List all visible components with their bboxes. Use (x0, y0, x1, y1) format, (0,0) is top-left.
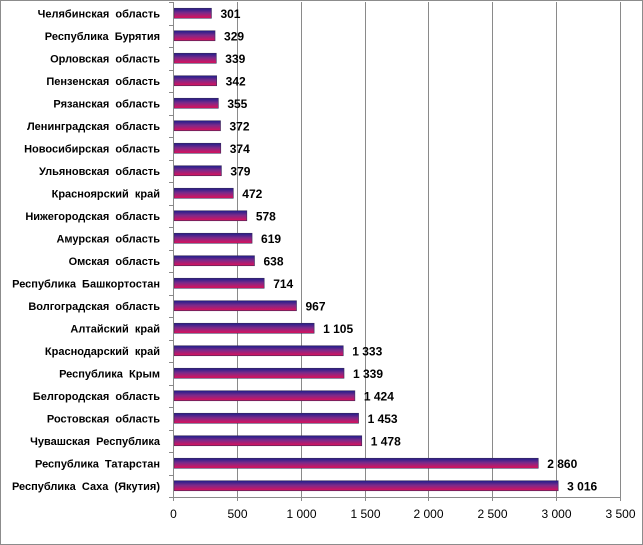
x-tick-label: 0 (170, 507, 177, 521)
bar (173, 390, 356, 402)
value-label: 1 339 (353, 367, 383, 381)
category-label: Омская область (69, 256, 161, 268)
category-label: Алтайский край (70, 323, 160, 335)
value-label: 472 (242, 187, 262, 201)
value-label: 379 (230, 164, 250, 178)
category-label: Волгоградская область (28, 301, 160, 313)
bar (173, 345, 344, 357)
category-label: Амурская область (56, 233, 160, 245)
category-label: Краснодарский край (45, 346, 160, 358)
x-tick-label: 2 500 (477, 507, 507, 521)
bar (173, 165, 222, 177)
x-tick-label: 1 500 (350, 507, 380, 521)
labels: 0 500 1 000 1 500 2 000 2 500 3 000 3 500 Челяби… (12, 7, 636, 521)
value-label: 355 (227, 97, 247, 111)
value-label: 329 (224, 29, 244, 43)
category-label: Республика Бурятия (45, 31, 160, 43)
bar (173, 120, 221, 132)
category-label: Ульяновская область (39, 166, 160, 178)
value-label: 339 (225, 52, 245, 66)
category-label: Орловская область (50, 53, 160, 65)
value-label: 301 (220, 7, 240, 21)
category-label: Чувашская Республика (30, 436, 161, 448)
bar (173, 75, 217, 87)
x-tick-label: 1 000 (286, 507, 316, 521)
bar (173, 277, 265, 289)
bar (173, 367, 345, 379)
x-tick-label: 3 500 (605, 507, 635, 521)
value-label: 967 (305, 299, 325, 313)
x-tick-label: 500 (227, 507, 247, 521)
bar (173, 435, 363, 447)
value-label: 1 453 (368, 412, 398, 426)
value-label: 342 (226, 74, 246, 88)
category-label: Новосибирская область (24, 143, 160, 155)
bar (173, 232, 253, 244)
category-label: Республика Башкортостан (12, 278, 160, 290)
category-label: Рязанская область (53, 98, 160, 110)
bar (173, 480, 559, 492)
category-label: Республика Саха (Якутия) (12, 481, 160, 493)
value-label: 372 (230, 119, 250, 133)
value-label: 1 424 (364, 389, 394, 403)
category-label: Ростовская область (47, 413, 160, 425)
category-label: Красноярский край (52, 188, 160, 200)
bar (173, 210, 248, 222)
value-label: 1 333 (352, 344, 382, 358)
x-tick-label: 3 000 (541, 507, 571, 521)
bar (173, 322, 315, 334)
category-label: Республика Татарстан (35, 458, 160, 470)
value-label: 638 (263, 254, 283, 268)
value-label: 619 (261, 232, 281, 246)
value-label: 578 (256, 209, 276, 223)
bar (173, 52, 217, 64)
bar (173, 7, 212, 19)
bars (173, 7, 559, 492)
category-label: Белгородская область (33, 391, 160, 403)
value-label: 714 (273, 277, 293, 291)
bar (173, 30, 216, 42)
bar (173, 300, 297, 312)
bar (173, 187, 234, 199)
bar (173, 457, 539, 469)
bar (173, 412, 359, 424)
axes (169, 2, 621, 501)
value-label: 1 105 (323, 322, 353, 336)
value-label: 3 016 (567, 479, 597, 493)
category-label: Ленинградская область (27, 121, 160, 133)
category-label: Челябинская область (38, 8, 161, 20)
category-label: Республика Крым (59, 368, 160, 380)
bar (173, 142, 222, 154)
category-label: Нижегородская область (25, 211, 160, 223)
category-label: Пензенская область (46, 76, 160, 88)
value-label: 374 (230, 142, 250, 156)
x-tick-label: 2 000 (413, 507, 443, 521)
bar (173, 255, 255, 267)
bar (173, 97, 219, 109)
value-label: 1 478 (371, 434, 401, 448)
value-label: 2 860 (547, 457, 577, 471)
